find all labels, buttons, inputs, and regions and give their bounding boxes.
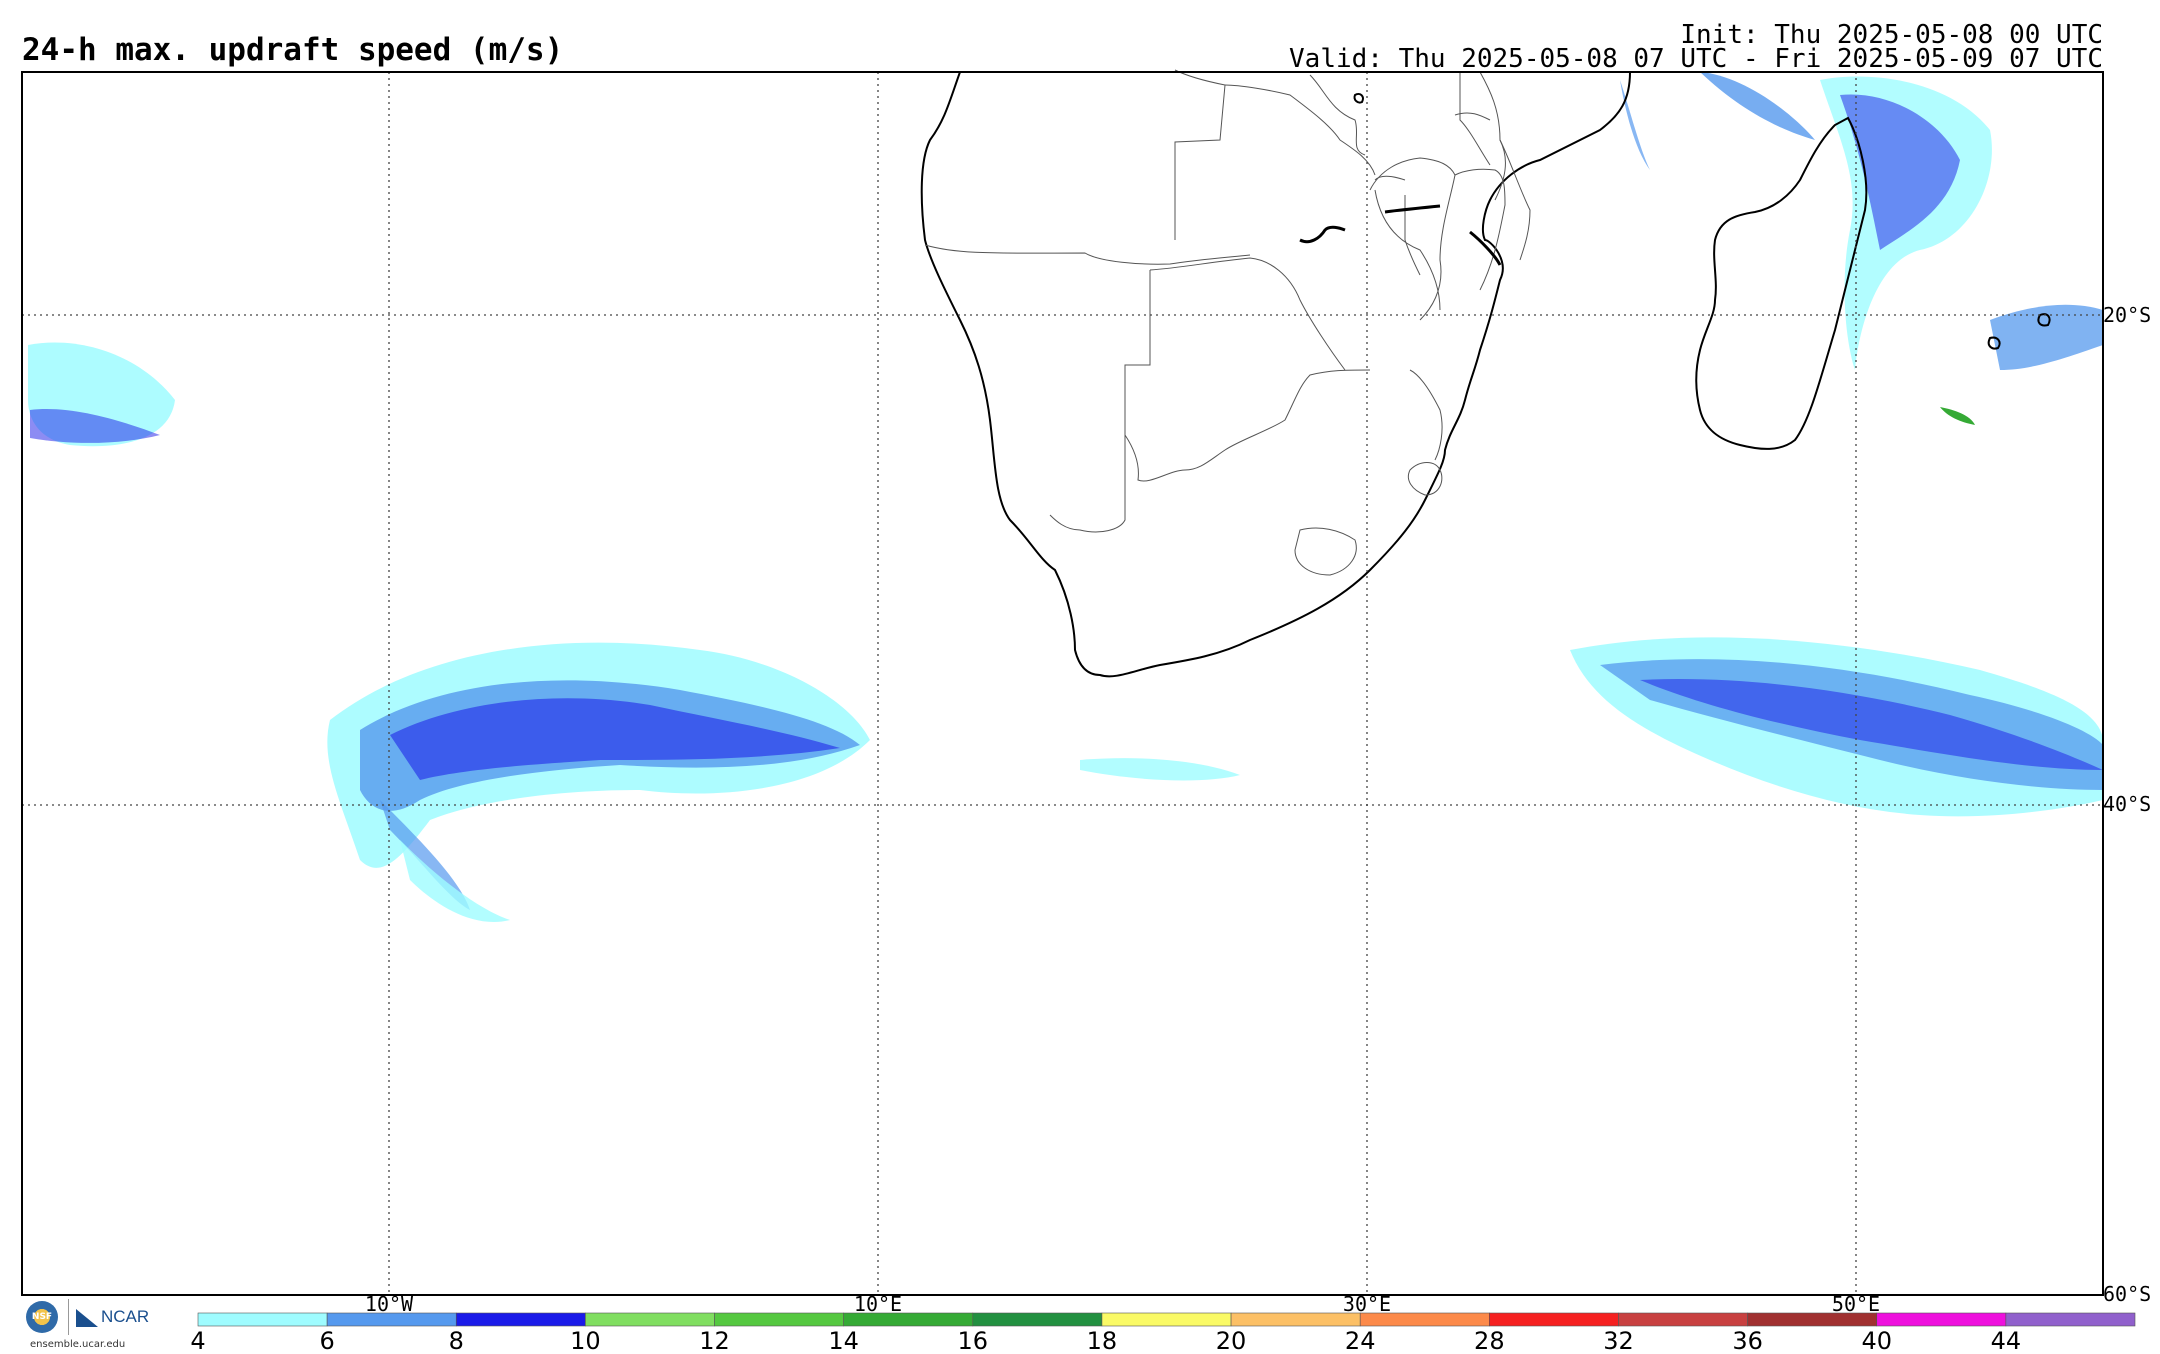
- ncar-logo: NCAR: [76, 1307, 149, 1327]
- updraft-swath-southwest-atlantic: [327, 642, 870, 922]
- ncar-logo-text: NCAR: [101, 1307, 150, 1326]
- colorbar-swatch: [843, 1312, 974, 1327]
- colorbar-tick-label: 44: [1991, 1327, 2022, 1354]
- map-frame: [21, 71, 2104, 1296]
- lat-lon-gridlines: [22, 72, 2103, 1295]
- lon-label-10w: 10°W: [365, 1292, 414, 1316]
- lakes: [1299, 92, 2051, 327]
- lon-label-30e: 30°E: [1343, 1292, 1391, 1316]
- colorbar-swatch: [1876, 1312, 2007, 1327]
- updraft-swath-west: [28, 342, 175, 447]
- colorbar-swatch: [585, 1312, 715, 1327]
- colorbar-swatch: [714, 1312, 844, 1327]
- colorbar-tick-label: 36: [1732, 1327, 1763, 1354]
- colorbar-swatch: [1747, 1312, 1878, 1327]
- mauritius-coastline: [1987, 336, 2001, 350]
- longitude-labels: 10°W 10°E 30°E 50°E: [365, 1292, 1880, 1316]
- updraft-swath-madagascar: [1620, 72, 2103, 425]
- init-time: Init: Thu 2025-05-08 00 UTC: [1680, 20, 2103, 50]
- lat-label-60s: 60°S: [2103, 1282, 2151, 1306]
- lat-label-20s: 20°S: [2103, 303, 2151, 327]
- map-title: 24-h max. updraft speed (m/s): [22, 32, 564, 68]
- valid-time: Valid: Thu 2025-05-08 07 UTC - Fri 2025-…: [1289, 44, 2103, 74]
- colorbar-swatch: [197, 1312, 328, 1327]
- colorbar-tick-label: 8: [449, 1327, 464, 1354]
- colorbar-tick-label: 12: [699, 1327, 730, 1354]
- colorbar-swatch: [1101, 1312, 1232, 1327]
- lat-label-40s: 40°S: [2103, 792, 2151, 816]
- colorbar-swatch: [455, 1312, 586, 1327]
- colorbar-tick-label: 28: [1474, 1327, 1505, 1354]
- lon-label-50e: 50°E: [1832, 1292, 1880, 1316]
- country-borders: [924, 69, 1531, 576]
- colorbar-swatch: [326, 1312, 457, 1327]
- ncar-mark-icon: [76, 1308, 98, 1327]
- colorbar-tick-label: 4: [190, 1327, 205, 1354]
- africa-coastline: [920, 71, 1631, 678]
- colorbar-swatch: [2005, 1312, 2136, 1327]
- colorbar-tick-label: 20: [1216, 1327, 1247, 1354]
- colorbar-swatch: [1359, 1312, 1490, 1327]
- latitude-labels: 20°S 40°S 60°S: [2103, 303, 2151, 1306]
- colorbar-tick-label: 40: [1861, 1327, 1892, 1354]
- colorbar-swatch: [1489, 1312, 1619, 1327]
- coastlines: [920, 71, 2001, 678]
- colorbar-tick-label: 10: [570, 1327, 601, 1354]
- colorbar-swatch: [972, 1312, 1103, 1327]
- colorbar-tick-label: 24: [1345, 1327, 1376, 1354]
- ensemble-url: ensemble.ucar.edu: [30, 1339, 126, 1350]
- nsf-logo: NSF: [26, 1301, 58, 1333]
- colorbar-swatch: [1230, 1312, 1361, 1327]
- colorbar: 4 6 8 10 12 14 16 18 20 24 28 32 36 40 44: [190, 1312, 2136, 1354]
- colorbar-tick-label: 32: [1603, 1327, 1634, 1354]
- colorbar-tick-label: 18: [1087, 1327, 1118, 1354]
- logos: NSF NCAR ensemble.ucar.edu: [24, 1299, 164, 1354]
- lon-label-10e: 10°E: [854, 1292, 902, 1316]
- updraft-swath-southeast: [1570, 637, 2103, 817]
- madagascar-coastline: [1695, 116, 1868, 450]
- colorbar-tick-label: 14: [828, 1327, 859, 1354]
- colorbar-tick-label: 6: [319, 1327, 334, 1354]
- updraft-field: [28, 72, 2103, 922]
- updraft-streak-central: [1080, 758, 1240, 781]
- colorbar-tick-label: 16: [958, 1327, 989, 1354]
- logo-divider: [68, 1299, 69, 1335]
- colorbar-swatch: [1618, 1312, 1748, 1327]
